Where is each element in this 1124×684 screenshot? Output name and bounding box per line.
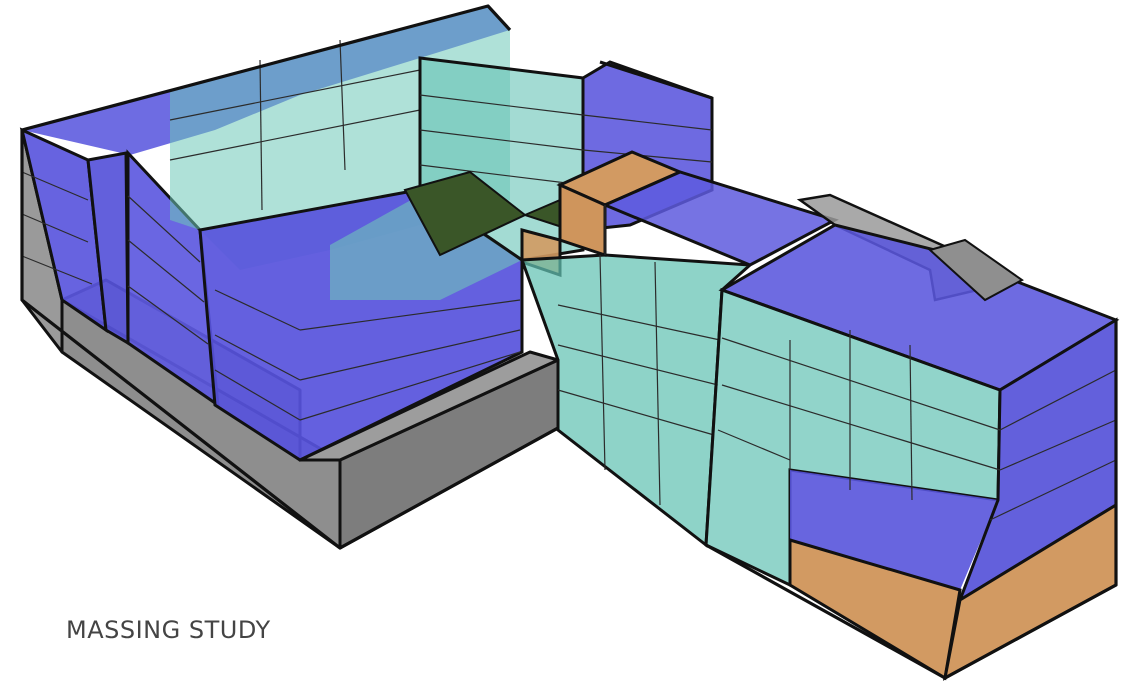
right-block — [704, 193, 1120, 681]
diagram-caption: MASSING STUDY — [66, 616, 271, 644]
silhouette-outline — [20, 4, 1118, 680]
central-tower-floor-lines — [419, 94, 713, 186]
right-block-floor-lines — [717, 330, 1117, 521]
left-block-front-teal — [330, 195, 522, 300]
left-block-floor-lines — [21, 39, 521, 421]
right-block-roof-notch — [927, 238, 1024, 302]
left-block — [19, 6, 524, 462]
middle-link-floor-lines — [557, 205, 721, 506]
